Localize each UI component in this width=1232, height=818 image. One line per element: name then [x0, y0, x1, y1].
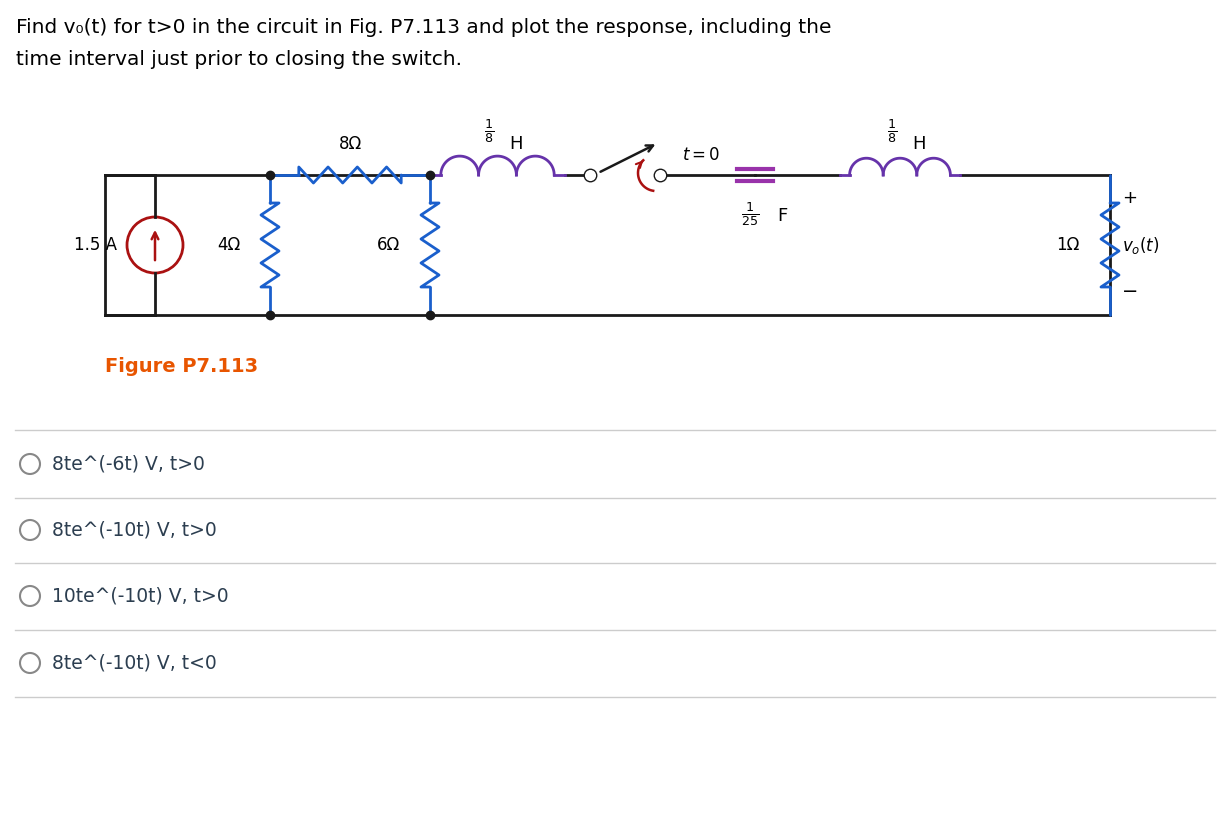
Text: Find v₀(t) for t>0 in the circuit in Fig. P7.113 and plot the response, includin: Find v₀(t) for t>0 in the circuit in Fig… — [16, 18, 832, 37]
Text: +: + — [1122, 189, 1137, 207]
Text: $\frac{1}{8}$: $\frac{1}{8}$ — [887, 117, 897, 145]
Text: −: − — [1122, 282, 1138, 301]
Text: $\frac{1}{25}$: $\frac{1}{25}$ — [740, 200, 759, 228]
Text: 1.5 A: 1.5 A — [74, 236, 117, 254]
Text: time interval just prior to closing the switch.: time interval just prior to closing the … — [16, 50, 462, 69]
Text: 8Ω: 8Ω — [339, 135, 362, 153]
Text: 6Ω: 6Ω — [377, 236, 400, 254]
Text: $v_o(t)$: $v_o(t)$ — [1122, 235, 1159, 255]
Text: 8te^(-6t) V, t>0: 8te^(-6t) V, t>0 — [52, 455, 205, 474]
Text: 1Ω: 1Ω — [1057, 236, 1080, 254]
Text: 4Ω: 4Ω — [217, 236, 240, 254]
Text: 10te^(-10t) V, t>0: 10te^(-10t) V, t>0 — [52, 587, 229, 605]
Text: 8te^(-10t) V, t<0: 8te^(-10t) V, t<0 — [52, 654, 217, 672]
Text: Figure P7.113: Figure P7.113 — [105, 357, 259, 376]
Text: $t = 0$: $t = 0$ — [683, 146, 721, 164]
Text: H: H — [912, 135, 925, 153]
Text: $\frac{1}{8}$: $\frac{1}{8}$ — [484, 117, 494, 145]
Text: F: F — [777, 207, 787, 225]
Text: 8te^(-10t) V, t>0: 8te^(-10t) V, t>0 — [52, 520, 217, 540]
Text: H: H — [510, 135, 524, 153]
